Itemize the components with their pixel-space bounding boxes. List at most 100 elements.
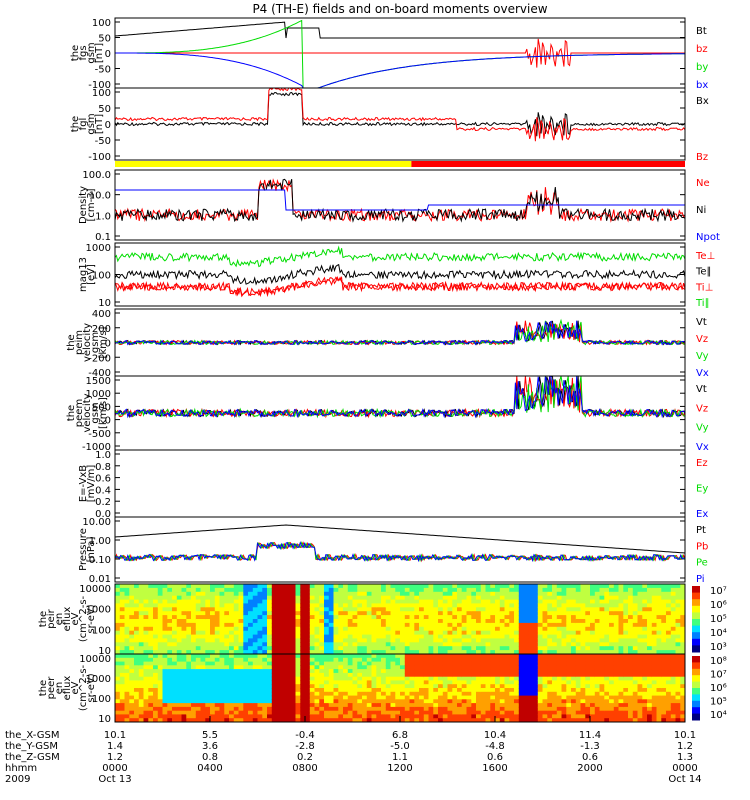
ylabel-peir-0: the — [38, 611, 49, 627]
plot-area-peer — [115, 654, 685, 722]
legend-fgl-1: Bz — [696, 152, 708, 163]
legend-temp-0: Te⊥ — [695, 251, 715, 262]
ylabel-fgl-3: [nT] — [94, 114, 105, 134]
ylabel-temp-0: mag13 — [78, 257, 89, 292]
colorbar-label-peir-2: 10⁵ — [710, 614, 727, 625]
ylabel-density-0: Density — [78, 186, 89, 224]
legend-efield-2: Ex — [696, 509, 708, 520]
legend-peim-0: Vt — [696, 317, 707, 328]
ylabel-peim-0: the — [66, 334, 77, 350]
xaxis-value-1-1: 3.6 — [202, 741, 218, 752]
ytick-peer-3: 10 — [98, 714, 111, 725]
ytick-efield-0: 1.0 — [95, 450, 111, 461]
series-fgs-2 — [115, 19, 685, 88]
ytick-peim-1: 200 — [92, 324, 111, 335]
xaxis-value-6-0: 10.1 — [674, 730, 696, 741]
ylabel-efield-0: E=-VxB — [78, 465, 89, 502]
plot-area-pressure — [115, 524, 685, 563]
ytick-peem-1: 1000 — [86, 389, 111, 400]
ytick-peim-2: 0 — [105, 339, 111, 350]
ytick-density-3: 0.1 — [95, 232, 111, 243]
ytick-fgs-4: -100 — [88, 80, 111, 91]
xaxis-row-label-2: the_Z-GSM — [5, 752, 60, 763]
ytick-peir-2: 100 — [92, 625, 111, 636]
frame-temp — [114, 242, 686, 307]
ylabel-peer-0: the — [38, 680, 49, 696]
xaxis-value-3-3: 1200 — [387, 763, 412, 774]
ytick-fgl-3: -50 — [95, 136, 111, 147]
ylabel-peir-5: (cm^2-s- — [78, 595, 89, 642]
xaxis-value-4-3: 1600 — [482, 763, 507, 774]
colorbar-label-peer-1: 10⁷ — [710, 670, 727, 681]
mode-bar-fast — [411, 161, 685, 167]
colorbar-label-peer-3: 10⁵ — [710, 697, 727, 708]
xaxis-value-2-1: -2.8 — [295, 741, 315, 752]
xaxis-value-2-0: -0.4 — [295, 730, 315, 741]
ylabel-peer-2: en — [54, 682, 65, 695]
ytick-efield-4: 0.2 — [95, 497, 111, 508]
ylabel-density-1: [cm-3] — [86, 188, 97, 221]
legend-temp-3: Ti∥ — [695, 298, 710, 309]
ylabel-peir-4: eV — [70, 612, 81, 625]
xaxis-row-label-3: hhmm — [5, 763, 37, 774]
xaxis-value-0-0: 10.1 — [104, 730, 126, 741]
ylabel-peem-3: gsm — [90, 402, 101, 423]
series-fgl-1 — [115, 88, 685, 142]
ytick-efield-5: 0.0 — [95, 509, 111, 520]
colorbar-label-peer-4: 10⁴ — [710, 710, 727, 721]
ylabel-peim-4: [km/s] — [98, 326, 109, 358]
plot-area-fgl — [115, 88, 685, 142]
ylabel-peer-3: eflux — [62, 676, 73, 701]
series-temp-0 — [115, 275, 685, 298]
xaxis-value-5-0: 11.4 — [579, 730, 601, 741]
legend-fgs-2: by — [696, 62, 708, 73]
ytick-pressure-3: 0.01 — [89, 574, 111, 585]
mode-bar-slow — [115, 161, 412, 167]
ytick-peem-2: 500 — [92, 402, 111, 413]
ytick-peer-1: 1000 — [86, 674, 111, 685]
panel-density: Density[cm-3] 100.0 10.0 1.0 0.1 Ne Ni Npot — [78, 169, 720, 243]
plot-area-peir — [115, 584, 685, 654]
ytick-fgs-3: -50 — [95, 65, 111, 76]
ytick-peir-1: 1000 — [86, 605, 111, 616]
ytick-fgs-2: 0 — [105, 49, 111, 60]
panel-efield: E=-VxB[mV/m] 1.00.80.60.40.20.0 Ez Ey Ex — [78, 449, 708, 520]
xaxis-value-3-1: -5.0 — [390, 741, 410, 752]
xaxis-value-1-2: 0.8 — [202, 752, 218, 763]
legend-temp-1: Te∥ — [695, 267, 712, 278]
ytick-temp-0: 1000 — [86, 243, 111, 254]
xaxis-value-6-3: 0000 — [672, 763, 697, 774]
xaxis-value-5-2: 0.6 — [582, 752, 598, 763]
ytick-efield-1: 0.8 — [95, 462, 111, 473]
ylabel-peem-4: [km/s] — [98, 397, 109, 429]
series-pressure-0 — [115, 524, 685, 554]
legend-fgs-0: Bt — [696, 26, 707, 37]
ylabel-peer-1: peer — [46, 676, 57, 700]
ylabel-peir-2: en — [54, 613, 65, 626]
legend-efield-0: Ez — [696, 458, 708, 469]
legend-fgs-3: bx — [696, 80, 708, 91]
frame-density — [114, 169, 686, 241]
legend-density-1: Ni — [696, 205, 706, 216]
legend-peem-0: Vt — [696, 384, 707, 395]
ylabel-fgs-1: fgs — [78, 45, 89, 60]
colorbar-label-peir-0: 10⁷ — [710, 586, 727, 597]
ytick-peer-0: 10000 — [79, 654, 111, 665]
ytick-peir-3: 10 — [98, 646, 111, 657]
legend-peim-2: Vy — [696, 351, 709, 362]
xaxis-row-label-1: the_Y-GSM — [5, 741, 58, 752]
ylabel-peer-4: eV — [70, 681, 81, 694]
ytick-peem-5: -1000 — [82, 442, 111, 453]
colorbar-label-peer-2: 10⁶ — [710, 683, 727, 694]
colorbar-label-peir-3: 10⁴ — [710, 628, 727, 639]
ytick-pressure-0: 10.00 — [82, 517, 111, 528]
ytick-pressure-1: 1.00 — [89, 536, 111, 547]
legend-peim-1: Vz — [696, 334, 708, 345]
ytick-peim-3: -200 — [88, 353, 111, 364]
legend-pressure-1: Pb — [696, 541, 708, 552]
legend-peem-1: Vz — [696, 403, 708, 414]
ylabel-fgl-1: fgl — [78, 118, 89, 131]
